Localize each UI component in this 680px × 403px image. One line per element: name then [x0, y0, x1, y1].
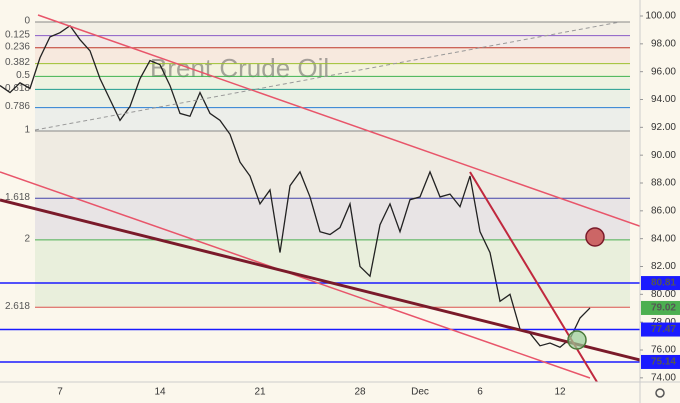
- fib-band: [35, 21, 630, 36]
- y-tick-label: 88.00: [651, 178, 676, 189]
- y-tick-label: 84.00: [651, 233, 676, 244]
- y-tick-label: 92.00: [651, 122, 676, 133]
- fib-band: [35, 130, 630, 199]
- time-axis: [0, 382, 680, 403]
- price-tag: [641, 354, 680, 369]
- fib-band: [35, 63, 630, 77]
- y-tick-label: 90.00: [651, 150, 676, 161]
- x-tick-label: 12: [554, 387, 566, 398]
- y-tick-label: 76.00: [651, 345, 676, 356]
- y-tick-label: 74.00: [651, 372, 676, 383]
- fib-band: [35, 47, 630, 64]
- fib-band: [35, 198, 630, 240]
- fib-band: [35, 239, 630, 308]
- y-tick-label: 98.00: [651, 38, 676, 49]
- y-tick-label: 86.00: [651, 205, 676, 216]
- fib-label: 1: [24, 125, 30, 136]
- price-tag: [641, 276, 680, 291]
- x-tick-label: 6: [477, 387, 483, 398]
- y-tick-label: 100.00: [645, 11, 676, 22]
- trend-dashed: [34, 21, 621, 131]
- y-tick-label: 96.00: [651, 66, 676, 77]
- y-tick-label: 80.00: [651, 289, 676, 300]
- last-price-label: 79.02: [651, 303, 676, 314]
- x-tick-label: 28: [354, 387, 366, 398]
- fib-label: 0.786: [5, 101, 30, 112]
- fib-band: [35, 35, 630, 48]
- fib-label: 0: [24, 16, 30, 27]
- axes: 74.00 76.00 78.00 80.00 82.00 84.00 86.00 88.00…: [57, 11, 680, 398]
- fib-band: [35, 76, 630, 90]
- entry-marker: [567, 330, 587, 350]
- fib-label: 2: [24, 234, 30, 245]
- y-tick-label: 94.00: [651, 94, 676, 105]
- price-tag: [641, 322, 680, 337]
- channel-top: [37, 14, 666, 236]
- fib-label: 0.5: [16, 70, 30, 81]
- last-price-tag: [641, 300, 680, 315]
- fib-bands: [35, 21, 630, 308]
- settings-icon[interactable]: [655, 388, 665, 398]
- x-tick-label: Dec: [411, 387, 429, 398]
- fib-label: 0.236: [5, 41, 30, 52]
- x-tick-label: 7: [57, 387, 63, 398]
- trend-main: [0, 198, 641, 362]
- price-axis: [640, 0, 680, 403]
- target-marker: [585, 227, 605, 247]
- fib-label: 0.125: [5, 29, 30, 40]
- fib-label: 1.618: [5, 192, 30, 203]
- price-tag-label: 80.81: [651, 278, 676, 289]
- fib-label: 2.618: [5, 301, 30, 312]
- y-tick-label: 82.00: [651, 261, 676, 272]
- fib-band: [35, 107, 630, 131]
- watermark: Brent Crude Oil: [150, 53, 329, 83]
- price-tag-label: 75.14: [651, 357, 676, 368]
- fib-label: 0.382: [5, 57, 30, 68]
- x-tick-label: 14: [154, 387, 166, 398]
- fib-band: [35, 89, 630, 108]
- y-tick-label: 78.00: [651, 317, 676, 328]
- price-tag-label: 77.47: [651, 324, 676, 335]
- fib-label: 0.618: [5, 83, 30, 94]
- x-tick-label: 21: [254, 387, 266, 398]
- price-line: [0, 24, 591, 348]
